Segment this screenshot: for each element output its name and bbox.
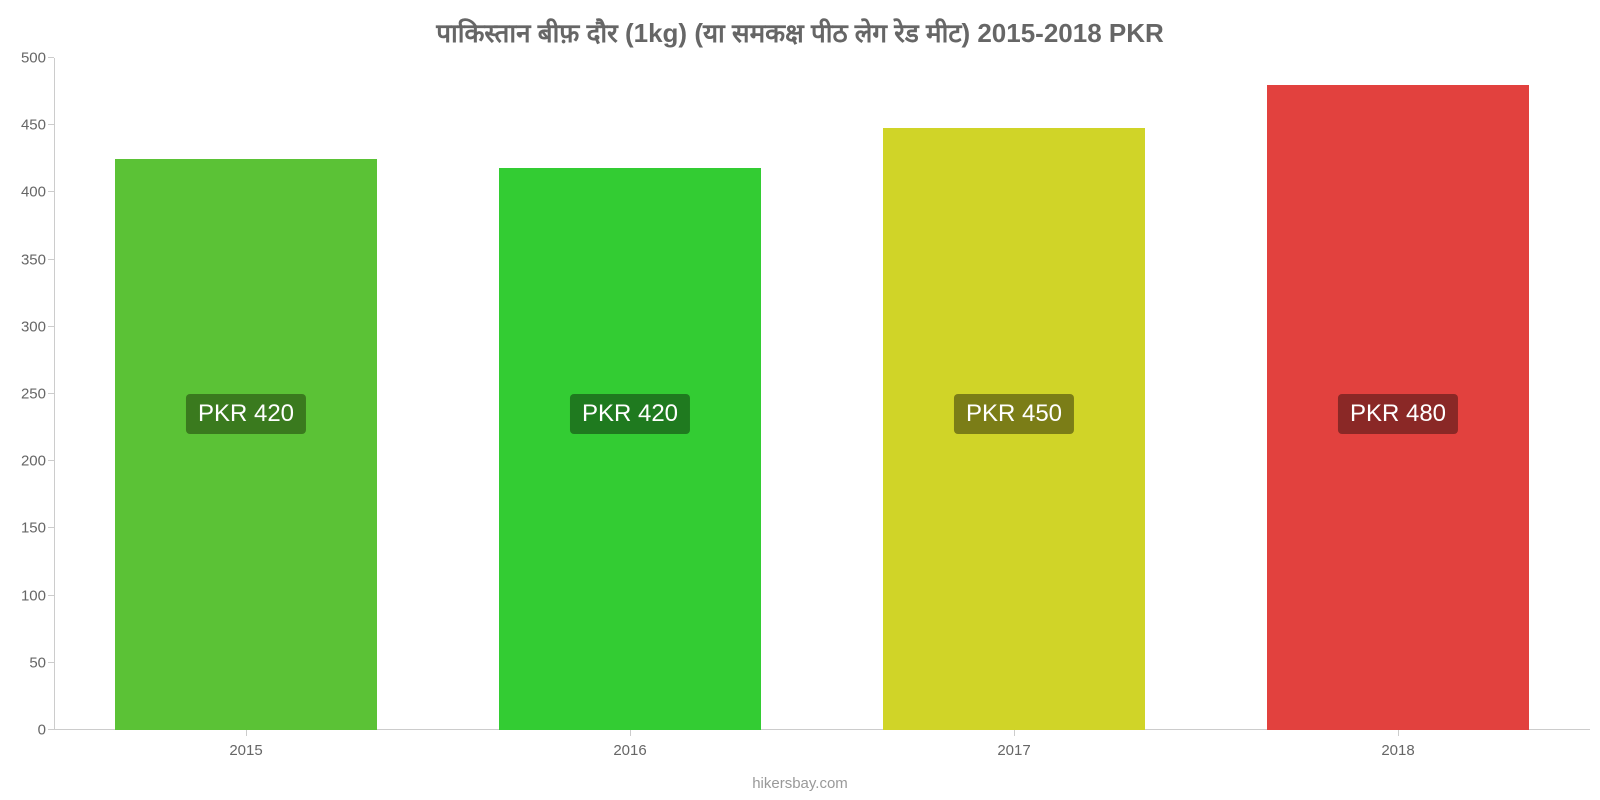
y-tick-mark [48,124,54,125]
bar-value-label: PKR 450 [954,394,1074,434]
bar-value-label: PKR 420 [186,394,306,434]
y-tick-mark [48,595,54,596]
x-tick-label: 2015 [229,730,262,759]
bar-value-label: PKR 420 [570,394,690,434]
y-tick-label: 500 [21,50,54,67]
y-tick-label: 50 [29,654,54,671]
y-tick-mark [48,527,54,528]
y-tick-label: 250 [21,386,54,403]
y-tick-label: 300 [21,318,54,335]
y-tick-label: 100 [21,587,54,604]
bar [499,168,760,730]
y-tick-mark [48,662,54,663]
y-tick-mark [48,460,54,461]
chart-container: पाकिस्तान बीफ़ दौर (1kg) (या समकक्ष पीठ … [0,0,1600,800]
y-tick-label: 450 [21,117,54,134]
y-tick-label: 0 [38,722,54,739]
y-tick-label: 150 [21,520,54,537]
chart-title: पाकिस्तान बीफ़ दौर (1kg) (या समकक्ष पीठ … [0,14,1600,50]
plot-area: 050100150200250300350400450500PKR 420201… [54,58,1590,730]
y-tick-mark [48,729,54,730]
x-tick-label: 2018 [1381,730,1414,759]
y-tick-label: 200 [21,453,54,470]
bar-value-text: PKR 480 [1350,400,1446,427]
y-tick-label: 400 [21,184,54,201]
attribution-text: hikersbay.com [752,775,848,792]
y-tick-mark [48,57,54,58]
bar-value-label: PKR 480 [1338,394,1458,434]
y-tick-mark [48,259,54,260]
y-axis-line [54,58,55,730]
bar [115,159,376,730]
y-tick-label: 350 [21,251,54,268]
y-tick-mark [48,393,54,394]
x-tick-label: 2017 [997,730,1030,759]
bar-value-text: PKR 420 [582,400,678,427]
x-tick-label: 2016 [613,730,646,759]
bar-value-text: PKR 420 [198,400,294,427]
y-tick-mark [48,191,54,192]
bar-value-text: PKR 450 [966,400,1062,427]
y-tick-mark [48,326,54,327]
